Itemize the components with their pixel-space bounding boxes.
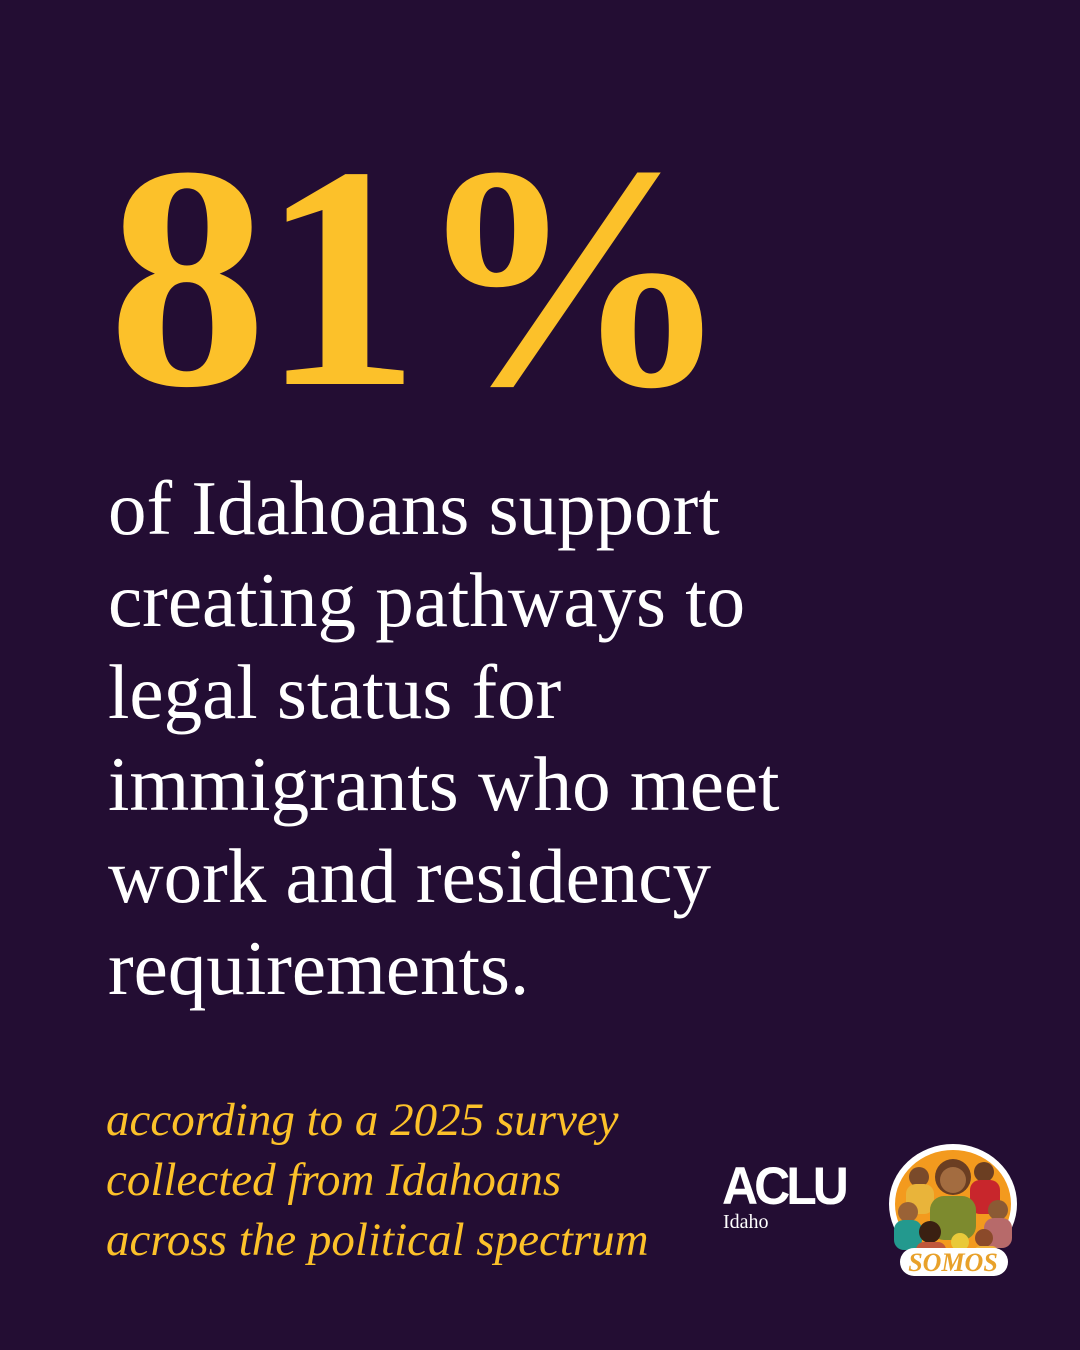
headline-stat: 81% bbox=[108, 101, 732, 453]
aclu-logo-subtitle: Idaho bbox=[723, 1211, 769, 1233]
source-line: according to a 2025 survey bbox=[106, 1094, 619, 1146]
statement-line: work and residency bbox=[108, 833, 711, 919]
aclu-logo-wordmark: ACLU bbox=[722, 1156, 849, 1216]
aclu-idaho-logo: ACLU Idaho bbox=[722, 1156, 849, 1234]
somos-logo-text: SOMOS bbox=[908, 1248, 998, 1277]
statement-line: immigrants who meet bbox=[108, 741, 780, 827]
statement-line: legal status for bbox=[108, 649, 562, 735]
statement-line: requirements. bbox=[108, 925, 530, 1011]
source-note: according to a 2025 survey collected fro… bbox=[106, 1090, 649, 1270]
statement-line: creating pathways to bbox=[108, 557, 746, 643]
source-line: across the political spectrum bbox=[106, 1214, 649, 1266]
statement: of Idahoans support creating pathways to… bbox=[108, 462, 1008, 1014]
statement-line: of Idahoans support bbox=[108, 465, 720, 551]
somos-logo-icon: SOMOS bbox=[889, 1144, 1017, 1277]
source-line: collected from Idahoans bbox=[106, 1154, 562, 1206]
